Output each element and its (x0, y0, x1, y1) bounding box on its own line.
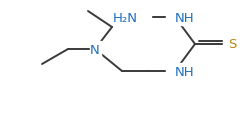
Bar (166, 63, 184, 79)
Bar (90, 42, 101, 57)
Text: NH: NH (175, 65, 195, 78)
Text: H₂N: H₂N (113, 11, 138, 24)
Text: NH: NH (175, 11, 195, 24)
Text: N: N (90, 43, 100, 56)
Bar (222, 37, 234, 53)
Bar (166, 10, 184, 26)
Bar (126, 10, 150, 26)
Text: S: S (228, 38, 236, 51)
